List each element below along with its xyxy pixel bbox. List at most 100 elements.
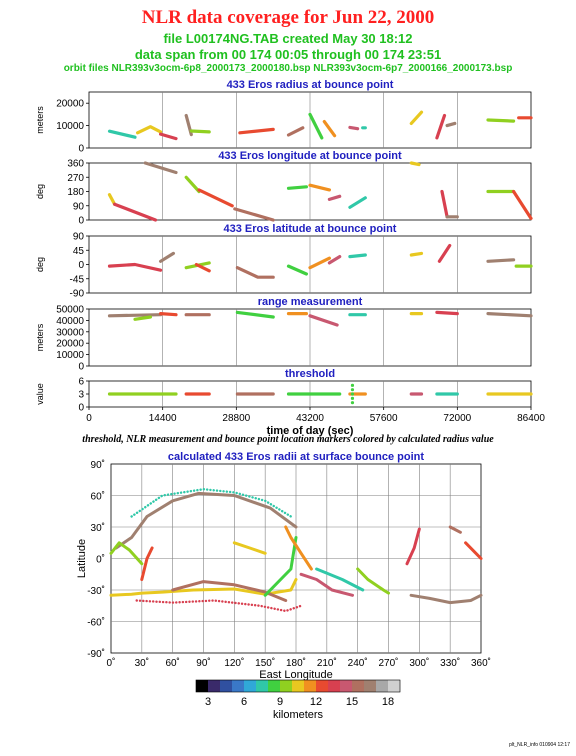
map-track: [135, 599, 303, 613]
data-series: [486, 118, 516, 123]
orbit-files-line: orbit files NLR393v3ocm-6p8_2000173_2000…: [63, 63, 513, 74]
x-tick-label: 43200: [296, 413, 324, 424]
colorbar-swatch: [340, 680, 353, 692]
colorbar-swatch: [280, 680, 293, 692]
data-series: [112, 202, 158, 222]
data-series: [308, 112, 324, 140]
panel-title: 433 Eros radius at bounce point: [227, 79, 394, 91]
x-tick-label: 0: [86, 413, 92, 424]
figure-caption: threshold, NLR measurement and bounce po…: [82, 434, 494, 445]
x-tick-label: 57600: [370, 413, 398, 424]
x-tick-label: 86400: [517, 413, 545, 424]
y-tick-label: 0: [78, 144, 84, 155]
data-series: [159, 312, 178, 317]
data-series: [445, 121, 457, 128]
y-tick-label: 30000: [56, 327, 84, 338]
colorbar-tick-label: 9: [277, 696, 283, 708]
data-series: [136, 125, 163, 135]
y-tick-label: 270: [67, 173, 84, 184]
data-series: [440, 189, 449, 219]
data-series: [348, 196, 367, 209]
map-x-tick-label: 30˚: [135, 657, 149, 669]
map-x-tick-label: 90˚: [196, 657, 210, 669]
y-axis-label: value: [35, 383, 45, 405]
y-tick-label: 90: [73, 232, 85, 243]
footer-stamp: plt_NLR_info 010904 12:17: [509, 742, 570, 748]
data-series: [409, 110, 424, 126]
colorbar-tick-label: 18: [382, 696, 394, 708]
map-track: [171, 580, 288, 602]
colorbar-tick-label: 3: [205, 696, 211, 708]
data-point: [350, 388, 355, 392]
map-x-tick-label: 0˚: [107, 657, 116, 669]
map-track: [109, 541, 144, 566]
colorbar-swatch: [328, 680, 341, 692]
colorbar-frame: [195, 679, 401, 693]
colorbar-swatch: [316, 680, 329, 692]
data-point: [350, 396, 355, 400]
colorbar-label: kilometers: [273, 709, 324, 721]
data-series: [107, 193, 117, 206]
data-series: [348, 253, 367, 259]
data-series: [235, 266, 275, 279]
y-tick-label: 0: [78, 403, 84, 414]
map-track: [232, 541, 267, 555]
y-axis-label: meters: [35, 106, 45, 134]
y-tick-label: 6: [78, 377, 84, 388]
map-title: calculated 433 Eros radii at surface bou…: [168, 451, 424, 463]
colorbar-swatch: [256, 680, 269, 692]
map-track: [315, 567, 365, 592]
map-y-tick-label: 30˚: [91, 522, 105, 534]
file-line: file L00174NG.TAB created May 30 18:12: [163, 31, 413, 46]
y-tick-label: 3: [78, 390, 84, 401]
panel-title: 433 Eros longitude at bounce point: [218, 150, 402, 162]
data-series: [486, 312, 533, 318]
data-series: [308, 256, 331, 270]
y-tick-label: 10000: [56, 350, 84, 361]
colorbar-swatch: [292, 680, 305, 692]
colorbar-swatch: [208, 680, 221, 692]
map-track: [299, 572, 354, 597]
chart-title: NLR data coverage for Jun 22, 2000: [141, 7, 435, 28]
map-track: [464, 541, 483, 560]
map-track: [356, 567, 390, 595]
colorbar-swatch: [196, 680, 209, 692]
y-tick-label: 40000: [56, 316, 84, 327]
data-series: [308, 183, 331, 192]
colorbar-swatch: [352, 680, 365, 692]
colorbar-tick-label: 12: [310, 696, 322, 708]
y-tick-label: 0: [78, 362, 84, 373]
x-tick-label: 28800: [222, 413, 250, 424]
data-series: [235, 310, 275, 319]
data-series: [327, 194, 342, 201]
y-axis-label: meters: [35, 323, 45, 351]
panel-title: 433 Eros latitude at bounce point: [224, 223, 397, 235]
data-point: [350, 392, 355, 396]
colorbar-tick-label: 6: [241, 696, 247, 708]
map-track: [140, 546, 154, 581]
map-x-tick-label: 330˚: [440, 657, 460, 669]
data-series: [409, 161, 421, 167]
panel-title: threshold: [285, 368, 335, 380]
x-tick-label: 14400: [149, 413, 177, 424]
x-tick-label: 72000: [443, 413, 471, 424]
data-series: [409, 251, 424, 257]
data-series: [184, 175, 201, 194]
data-series: [308, 314, 339, 327]
y-axis-label: deg: [35, 184, 45, 199]
data-series: [348, 125, 360, 131]
map-x-tick-label: 120˚: [224, 657, 244, 669]
map-y-tick-label: -60˚: [87, 617, 105, 629]
y-tick-label: 20000: [56, 339, 84, 350]
data-series: [322, 119, 337, 138]
data-series: [189, 129, 211, 134]
y-tick-label: 90: [73, 201, 85, 212]
map-track: [114, 491, 298, 550]
data-series: [197, 188, 234, 208]
y-tick-label: 45: [73, 246, 85, 257]
map-x-tick-label: 180˚: [286, 657, 306, 669]
map-x-tick-label: 300˚: [409, 657, 429, 669]
y-tick-label: 50000: [56, 305, 84, 316]
x-axis-label: time of day (sec): [267, 425, 354, 437]
